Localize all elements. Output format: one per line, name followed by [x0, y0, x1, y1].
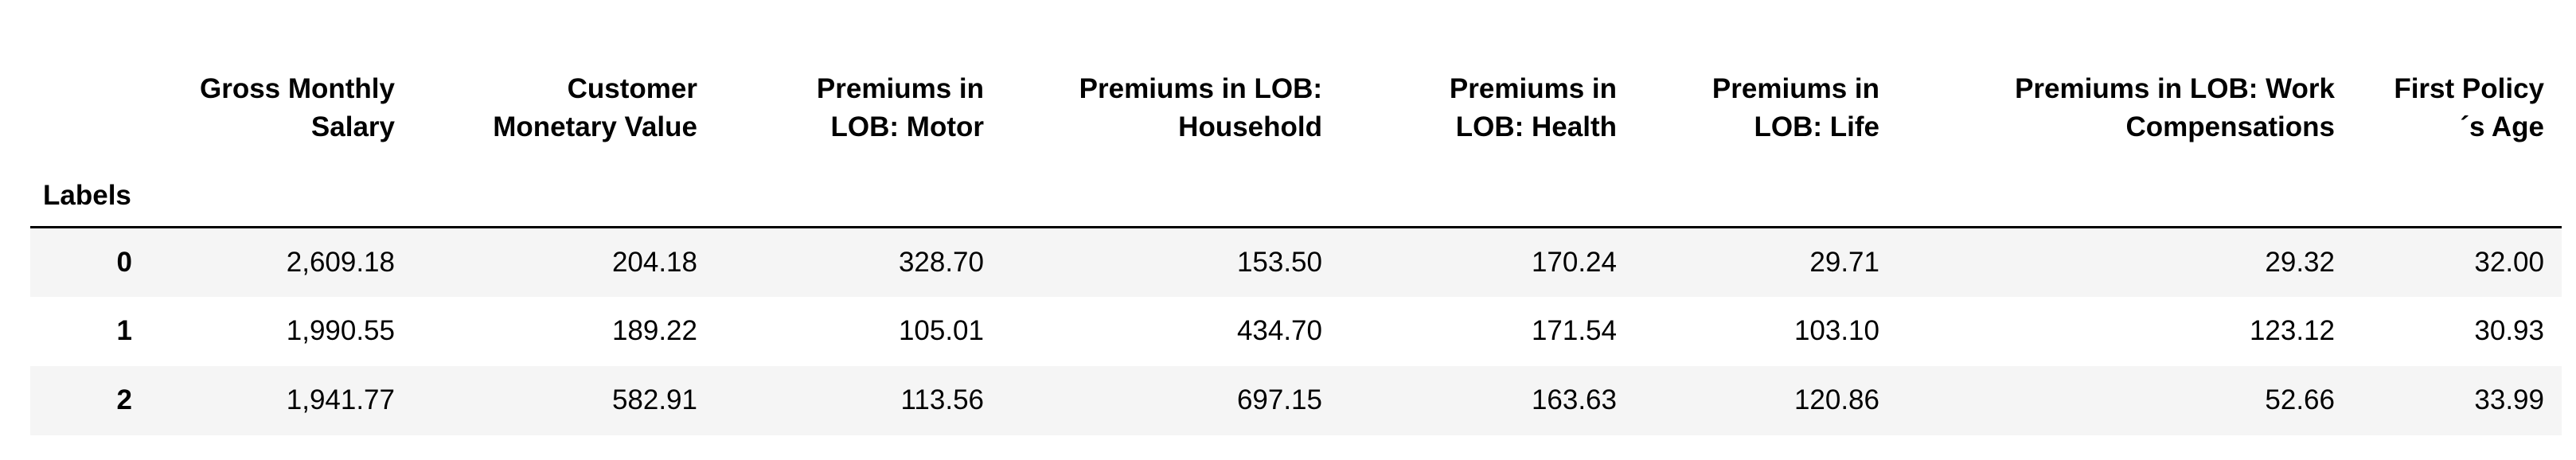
- table-cell: 32.00: [2474, 246, 2544, 278]
- empty-header-cell: [1340, 151, 1634, 228]
- empty-header-cell: [1001, 151, 1340, 228]
- table-cell: 1,941.77: [286, 384, 395, 415]
- table-cell: 697.15: [1236, 384, 1322, 415]
- table-cell: 123.12: [2249, 315, 2335, 346]
- table-cell: 30.93: [2474, 315, 2544, 346]
- table-cell: 29.32: [2265, 246, 2335, 278]
- index-corner-cell: [30, 51, 150, 151]
- table-cell: 113.56: [900, 384, 984, 415]
- empty-header-cell: [1634, 151, 1897, 228]
- table-cell: 204.18: [611, 246, 697, 278]
- row-label: 1: [116, 315, 132, 346]
- table-cell: 170.24: [1531, 246, 1617, 278]
- dataframe-output: Gross Monthly Salary Customer Monetary Val…: [30, 51, 2562, 435]
- table-cell: 434.70: [1236, 315, 1322, 346]
- column-header-line2: Monetary Value: [493, 111, 697, 142]
- table-row: 1 1,990.55 189.22 105.01 434.70 171.54 1…: [30, 297, 2562, 366]
- table-cell: 120.86: [1793, 384, 1879, 415]
- table-cell: 171.54: [1531, 315, 1617, 346]
- table-row: 2 1,941.77 582.91 113.56 697.15 163.63 1…: [30, 365, 2562, 435]
- table-cell: 163.63: [1531, 384, 1617, 415]
- table-cell: 29.71: [1809, 246, 1879, 278]
- column-header: First Policy ´s Age: [2352, 51, 2562, 151]
- index-name: Labels: [43, 180, 131, 211]
- index-name-row: Labels: [30, 151, 2562, 228]
- row-label: 0: [116, 246, 132, 278]
- column-header-line1: Premiums in LOB:: [1079, 73, 1322, 104]
- column-header: Premiums in LOB: Work Compensations: [1897, 51, 2352, 151]
- column-header-line2: Household: [1178, 111, 1322, 142]
- empty-header-cell: [412, 151, 715, 228]
- column-header-line1: Premiums in: [1711, 73, 1879, 104]
- table-cell: 582.91: [611, 384, 697, 415]
- empty-header-cell: [150, 151, 412, 228]
- column-header: Premiums in LOB: Health: [1340, 51, 1634, 151]
- table-cell: 153.50: [1236, 246, 1322, 278]
- table-row: 0 2,609.18 204.18 328.70 153.50 170.24 2…: [30, 227, 2562, 297]
- column-header: Premiums in LOB: Household: [1001, 51, 1340, 151]
- column-header-line1: First Policy: [2394, 73, 2544, 104]
- empty-header-cell: [2352, 151, 2562, 228]
- column-header-line2: Salary: [310, 111, 395, 142]
- column-header-line2: Compensations: [2125, 111, 2335, 142]
- table-cell: 189.22: [611, 315, 697, 346]
- column-header-line1: Premiums in: [816, 73, 984, 104]
- column-header-line1: Gross Monthly: [199, 73, 395, 104]
- table-cell: 33.99: [2474, 384, 2544, 415]
- row-label: 2: [116, 384, 132, 415]
- table-cell: 105.01: [898, 315, 984, 346]
- dataframe-table: Gross Monthly Salary Customer Monetary Val…: [30, 51, 2562, 435]
- table-cell: 2,609.18: [286, 246, 395, 278]
- table-cell: 52.66: [2265, 384, 2335, 415]
- column-header-line2: LOB: Health: [1455, 111, 1617, 142]
- column-header: Premiums in LOB: Motor: [715, 51, 1001, 151]
- column-header-line1: Premiums in: [1449, 73, 1617, 104]
- column-header-line2: ´s Age: [2460, 111, 2544, 142]
- empty-header-cell: [715, 151, 1001, 228]
- table-cell: 328.70: [898, 246, 984, 278]
- column-header-line1: Premiums in LOB: Work: [2015, 73, 2335, 104]
- column-header: Customer Monetary Value: [412, 51, 715, 151]
- column-header: Gross Monthly Salary: [150, 51, 412, 151]
- empty-header-cell: [1897, 151, 2352, 228]
- column-header: Premiums in LOB: Life: [1634, 51, 1897, 151]
- table-cell: 1,990.55: [286, 315, 395, 346]
- column-header-line2: LOB: Life: [1754, 111, 1879, 142]
- column-header-line2: LOB: Motor: [830, 111, 984, 142]
- table-cell: 103.10: [1793, 315, 1879, 346]
- column-header-row: Gross Monthly Salary Customer Monetary Val…: [30, 51, 2562, 151]
- column-header-line1: Customer: [567, 73, 697, 104]
